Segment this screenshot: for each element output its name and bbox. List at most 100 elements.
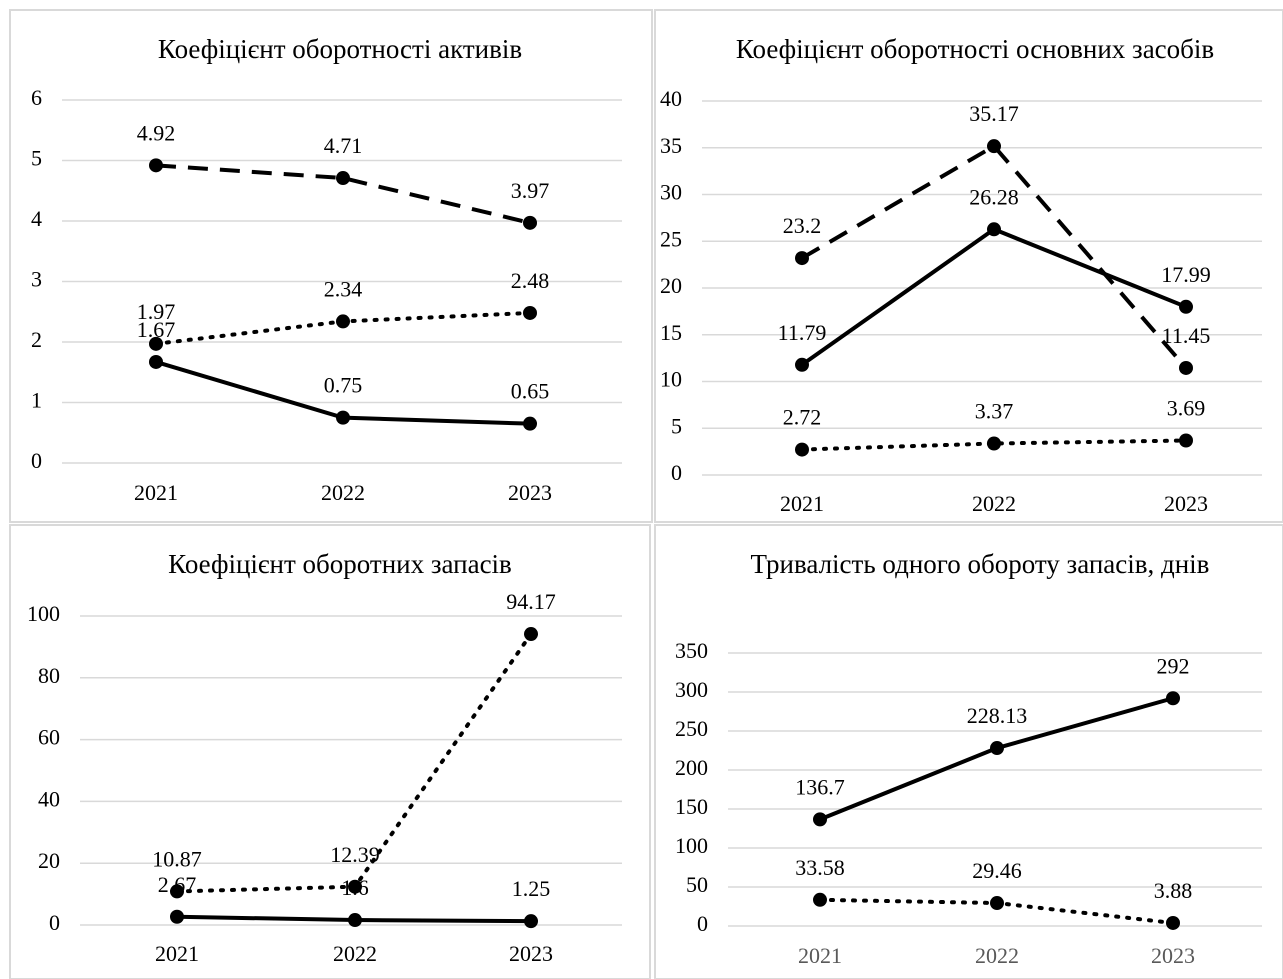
- marker: [1179, 299, 1193, 314]
- x-tick-label: 2022: [975, 943, 1019, 968]
- data-label: 136.7: [795, 774, 845, 799]
- y-tick-label: 0: [31, 448, 42, 473]
- x-tick-label: 2023: [1151, 943, 1195, 968]
- data-label: 0.75: [324, 373, 363, 398]
- y-tick-label: 6: [31, 85, 42, 110]
- x-tick-label: 2022: [972, 491, 1016, 516]
- x-tick-label: 2023: [1164, 491, 1208, 516]
- marker: [523, 305, 537, 320]
- y-tick-label: 50: [686, 872, 708, 897]
- panel-border: [9, 9, 653, 523]
- series-line: [800, 438, 1188, 452]
- y-tick-label: 10: [660, 367, 682, 392]
- data-label: 12.39: [330, 842, 380, 867]
- chart-title: Тривалість одного обороту запасів, днів: [750, 549, 1210, 579]
- data-label: 23.2: [783, 213, 822, 238]
- data-label: 10.87: [152, 846, 202, 871]
- marker: [523, 215, 537, 230]
- y-tick-label: 4: [31, 206, 42, 231]
- chart-title: Коефіцієнт оборотності активів: [157, 34, 523, 64]
- marker: [149, 354, 163, 369]
- x-tick-label: 2023: [508, 480, 552, 505]
- marker: [336, 314, 350, 329]
- y-tick-label: 300: [675, 677, 708, 702]
- marker: [1166, 691, 1180, 706]
- y-tick-label: 35: [660, 133, 682, 158]
- x-tick-label: 2022: [321, 480, 365, 505]
- data-label: 3.97: [511, 178, 550, 203]
- marker: [170, 909, 184, 924]
- y-tick-label: 0: [49, 910, 60, 935]
- x-tick-label: 2021: [134, 480, 178, 505]
- y-tick-label: 15: [660, 320, 682, 345]
- chart-title: Коефіцієнт оборотних запасів: [168, 549, 512, 579]
- marker: [524, 627, 538, 642]
- marker: [1166, 915, 1180, 930]
- series-line: [800, 227, 1187, 367]
- y-tick-label: 150: [675, 794, 708, 819]
- y-tick-label: 60: [38, 725, 60, 750]
- panel-border: [654, 9, 1283, 523]
- marker: [795, 442, 809, 457]
- data-label: 4.71: [324, 133, 363, 158]
- marker: [813, 812, 827, 827]
- marker: [987, 436, 1001, 451]
- data-label: 26.28: [969, 184, 1019, 209]
- data-label: 1.25: [512, 876, 551, 901]
- data-label: 2.48: [511, 268, 550, 293]
- data-label: 29.46: [972, 858, 1022, 883]
- y-tick-label: 30: [660, 180, 682, 205]
- y-tick-label: 40: [38, 786, 60, 811]
- y-tick-label: 200: [675, 755, 708, 780]
- marker: [813, 892, 827, 907]
- marker: [336, 410, 350, 425]
- marker: [149, 336, 163, 351]
- series-line: [800, 143, 1188, 370]
- marker: [149, 158, 163, 173]
- y-tick-label: 100: [675, 833, 708, 858]
- y-tick-label: 40: [660, 86, 682, 111]
- y-tick-label: 100: [27, 601, 60, 626]
- y-tick-label: 2: [31, 327, 42, 352]
- marker: [523, 416, 537, 431]
- marker: [1179, 433, 1193, 448]
- data-label: 11.79: [778, 320, 827, 345]
- data-label: 3.37: [975, 399, 1014, 424]
- data-label: 2.72: [783, 405, 822, 430]
- data-label: 3.88: [1154, 878, 1193, 903]
- x-tick-label: 2023: [509, 941, 553, 966]
- marker: [795, 251, 809, 266]
- marker: [990, 741, 1004, 756]
- data-label: 228.13: [967, 703, 1028, 728]
- y-tick-label: 0: [671, 460, 682, 485]
- y-tick-label: 250: [675, 716, 708, 741]
- panel-border: [9, 524, 651, 979]
- data-label: 2.67: [158, 872, 197, 897]
- data-label: 33.58: [795, 855, 845, 880]
- panel-border: [654, 524, 1283, 979]
- y-tick-label: 1: [31, 388, 42, 413]
- y-tick-label: 5: [671, 413, 682, 438]
- x-tick-label: 2021: [155, 941, 199, 966]
- marker: [336, 171, 350, 186]
- y-tick-label: 350: [675, 638, 708, 663]
- y-tick-label: 20: [38, 848, 60, 873]
- marker: [348, 879, 362, 894]
- marker: [987, 139, 1001, 154]
- data-label: 17.99: [1161, 262, 1211, 287]
- y-tick-label: 0: [697, 911, 708, 936]
- data-label: 0.65: [511, 379, 550, 404]
- x-tick-label: 2021: [798, 943, 842, 968]
- x-tick-label: 2022: [333, 941, 377, 966]
- data-label: 1.97: [137, 299, 176, 324]
- data-label: 11.45: [1162, 323, 1211, 348]
- data-label: 2.34: [324, 276, 363, 301]
- marker: [990, 896, 1004, 911]
- data-label: 94.17: [506, 589, 556, 614]
- data-label: 1.6: [341, 875, 369, 900]
- marker: [987, 222, 1001, 237]
- data-label: 3.69: [1167, 396, 1206, 421]
- data-label: 35.17: [969, 101, 1019, 126]
